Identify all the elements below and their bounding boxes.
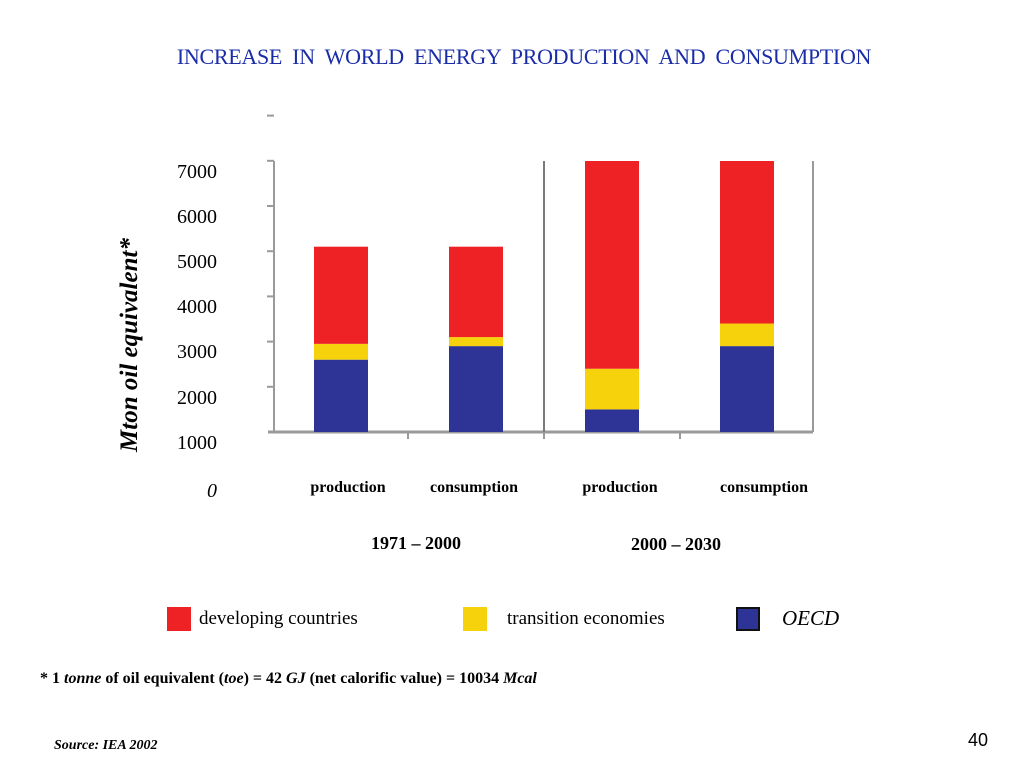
y-tick-label: 2000 (177, 387, 217, 409)
legend-item-transition: transition economies (463, 607, 665, 631)
footnote-term: Mcal (503, 670, 537, 687)
legend-swatch-transition (463, 607, 487, 631)
bar-segment (449, 346, 503, 432)
legend-item-oecd: OECD (736, 606, 839, 631)
bar-segment (720, 323, 774, 347)
bar-segment (720, 346, 774, 432)
footnote-text: (net calorific value) = 10034 (305, 670, 504, 687)
footnote-text: * 1 (40, 670, 64, 687)
slide-title: INCREASE IN WORLD ENERGY PRODUCTION AND … (176, 44, 872, 69)
footnote-term: GJ (286, 670, 306, 687)
bar-segment (720, 161, 774, 324)
legend-item-developing: developing countries (167, 607, 358, 631)
page-number: 40 (968, 730, 989, 750)
bar-segment (314, 359, 368, 432)
category-label: consumption (429, 479, 519, 496)
period-label: 2000 – 2030 (631, 534, 721, 554)
stacked-bar-chart (267, 114, 814, 439)
bar-segment (585, 409, 639, 432)
y-tick-label: 3000 (177, 341, 217, 363)
bar-segment (585, 161, 639, 369)
footnote-text: ) = 42 (243, 670, 287, 687)
legend-swatch-oecd (736, 606, 760, 631)
y-tick-label: 6000 (177, 206, 217, 228)
footnote-text: of oil equivalent ( (101, 670, 225, 687)
y-tick-label: 4000 (177, 296, 217, 318)
bar-segment (449, 246, 503, 338)
legend-label: developing countries (199, 608, 358, 629)
period-label: 1971 – 2000 (371, 533, 461, 553)
bar-segment (314, 343, 368, 360)
y-tick-label: 0 (207, 480, 217, 502)
footnote-term: toe (224, 670, 244, 687)
legend-label: OECD (782, 606, 840, 630)
y-tick-label: 1000 (177, 432, 217, 454)
chart-bars (314, 161, 774, 432)
legend-label: transition economies (507, 608, 665, 629)
y-tick-label: 7000 (177, 161, 217, 183)
y-tick-label: 5000 (177, 251, 217, 273)
category-label: production (582, 479, 658, 496)
bar-segment (314, 246, 368, 344)
footnote-term: tonne (64, 670, 102, 687)
bar-segment (449, 337, 503, 347)
category-label: consumption (719, 479, 809, 496)
bar-segment (585, 368, 639, 410)
footnote: * 1 tonne of oil equivalent (toe) = 42 G… (40, 670, 537, 688)
legend-swatch-developing (167, 607, 191, 631)
source-note: Source: IEA 2002 (54, 738, 158, 753)
category-label: production (310, 479, 386, 496)
